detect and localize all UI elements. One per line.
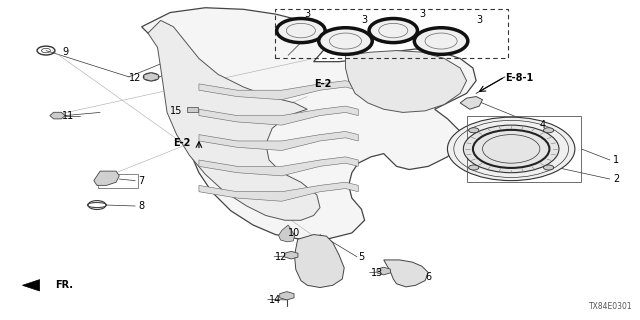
- Polygon shape: [377, 267, 390, 275]
- Text: E-2: E-2: [314, 79, 331, 89]
- Polygon shape: [199, 132, 358, 150]
- Polygon shape: [460, 97, 483, 109]
- Text: 14: 14: [269, 295, 281, 305]
- Polygon shape: [199, 182, 358, 201]
- Text: 9: 9: [62, 47, 68, 57]
- Polygon shape: [94, 171, 119, 185]
- Circle shape: [414, 28, 468, 54]
- Text: 5: 5: [358, 252, 365, 262]
- Polygon shape: [278, 225, 294, 242]
- Text: 1: 1: [613, 155, 620, 165]
- Polygon shape: [148, 20, 320, 220]
- Polygon shape: [199, 81, 358, 100]
- Polygon shape: [346, 51, 467, 112]
- Circle shape: [543, 128, 554, 133]
- Text: FR.: FR.: [56, 280, 74, 290]
- Text: 7: 7: [138, 176, 145, 186]
- Circle shape: [276, 19, 325, 43]
- Text: 12: 12: [129, 73, 141, 83]
- Circle shape: [543, 165, 554, 170]
- Text: 4: 4: [540, 120, 546, 130]
- Text: 3: 3: [476, 15, 483, 25]
- Text: E-2: E-2: [173, 138, 191, 148]
- Polygon shape: [188, 107, 198, 112]
- Text: 2: 2: [613, 174, 620, 184]
- Polygon shape: [199, 106, 358, 125]
- Text: 13: 13: [371, 268, 383, 278]
- Circle shape: [468, 165, 479, 170]
- Polygon shape: [294, 235, 344, 288]
- Text: TX84E0301: TX84E0301: [589, 302, 632, 311]
- Polygon shape: [199, 157, 358, 176]
- Text: 8: 8: [138, 201, 145, 211]
- Polygon shape: [144, 73, 158, 81]
- Circle shape: [369, 19, 417, 43]
- Circle shape: [143, 73, 159, 81]
- Text: 3: 3: [304, 9, 310, 19]
- Text: 3: 3: [419, 9, 425, 19]
- Circle shape: [319, 28, 372, 54]
- Circle shape: [463, 125, 559, 173]
- Text: 10: 10: [288, 228, 300, 238]
- Text: E-8-1: E-8-1: [505, 73, 533, 83]
- Polygon shape: [22, 280, 40, 291]
- Polygon shape: [285, 252, 298, 259]
- Polygon shape: [50, 112, 65, 119]
- Text: 6: 6: [425, 272, 431, 282]
- Circle shape: [447, 117, 575, 180]
- Polygon shape: [384, 260, 428, 287]
- Text: 3: 3: [362, 15, 367, 25]
- Text: 12: 12: [275, 252, 288, 262]
- Polygon shape: [141, 8, 476, 239]
- Text: 15: 15: [170, 106, 182, 116]
- Polygon shape: [280, 292, 294, 300]
- Text: 11: 11: [62, 111, 74, 121]
- Circle shape: [468, 128, 479, 133]
